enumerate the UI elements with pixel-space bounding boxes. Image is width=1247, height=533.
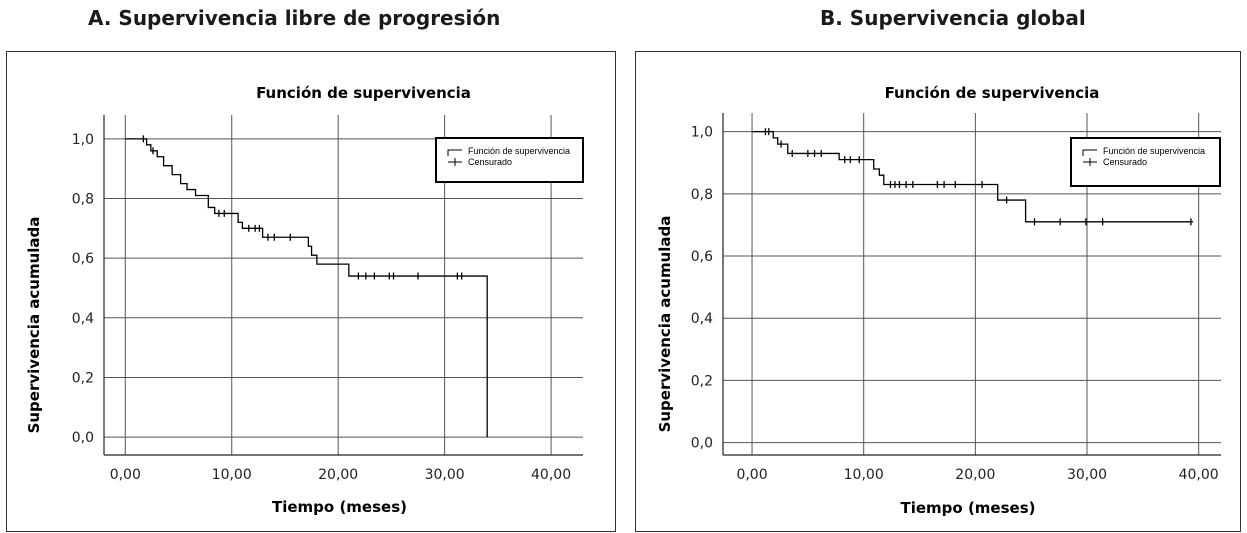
y-axis-title: Supervivencia acumulada: [25, 217, 43, 434]
y-tick-label: 0,2: [72, 370, 94, 386]
x-tick-label: 0,00: [736, 467, 767, 483]
legend-label: Función de supervivencia: [468, 146, 570, 156]
legend-label: Censurado: [468, 157, 512, 167]
x-tick-label: 20,00: [955, 467, 995, 483]
y-tick-label: 1,0: [72, 132, 94, 148]
x-tick-label: 30,00: [425, 467, 465, 483]
y-tick-label: 0,0: [72, 430, 94, 446]
chart-title: Función de supervivencia: [256, 84, 471, 102]
survival-chart-b: 0,00 10,00 20,00 30,00 40,00 0,0 0,2 0,4 0,6 0,8 1…: [656, 84, 1221, 517]
y-tick-label: 0,8: [72, 192, 94, 208]
y-tick-label: 0,0: [691, 436, 713, 452]
legend-label: Función de supervivencia: [1103, 146, 1205, 156]
legend-swatch-step: [1082, 149, 1097, 156]
panel-a-title: A. Supervivencia libre de progresión: [88, 6, 501, 30]
x-tick-label: 0,00: [110, 467, 141, 483]
y-tick-label: 1,0: [691, 125, 713, 141]
survival-chart-a: 0,00 10,00 20,00 30,00 40,00 0,0 0,2 0,4 0,6 0,8 1…: [25, 84, 584, 516]
chart-title: Función de supervivencia: [885, 84, 1100, 102]
y-tick-label: 0,4: [691, 311, 713, 327]
x-axis-title: Tiempo (meses): [272, 498, 407, 516]
x-tick-label: 40,00: [1179, 467, 1219, 483]
panel-b-title: B. Supervivencia global: [820, 6, 1086, 30]
x-axis-title: Tiempo (meses): [901, 499, 1036, 517]
panel-b-frame: 0,00 10,00 20,00 30,00 40,00 0,0 0,2 0,4 0,6 0,8 1…: [635, 51, 1241, 532]
y-tick-label: 0,6: [691, 249, 713, 265]
y-axis-title: Supervivencia acumulada: [656, 216, 674, 433]
x-tick-label: 10,00: [844, 467, 884, 483]
x-tick-label: 30,00: [1067, 467, 1107, 483]
legend-label: Censurado: [1103, 157, 1147, 167]
x-tick-label: 20,00: [318, 467, 358, 483]
x-tick-label: 40,00: [531, 467, 571, 483]
legend-box: [435, 137, 584, 183]
legend-swatch-step: [447, 149, 462, 156]
y-tick-label: 0,6: [72, 251, 94, 267]
y-tick-label: 0,2: [691, 373, 713, 389]
panel-a-frame: 0,00 10,00 20,00 30,00 40,00 0,0 0,2 0,4 0,6 0,8 1…: [6, 51, 616, 532]
y-tick-label: 0,4: [72, 311, 94, 327]
x-tick-label: 10,00: [212, 467, 252, 483]
survival-step-line: [752, 131, 1194, 223]
y-tick-label: 0,8: [691, 187, 713, 203]
survival-step-line: [125, 138, 488, 438]
